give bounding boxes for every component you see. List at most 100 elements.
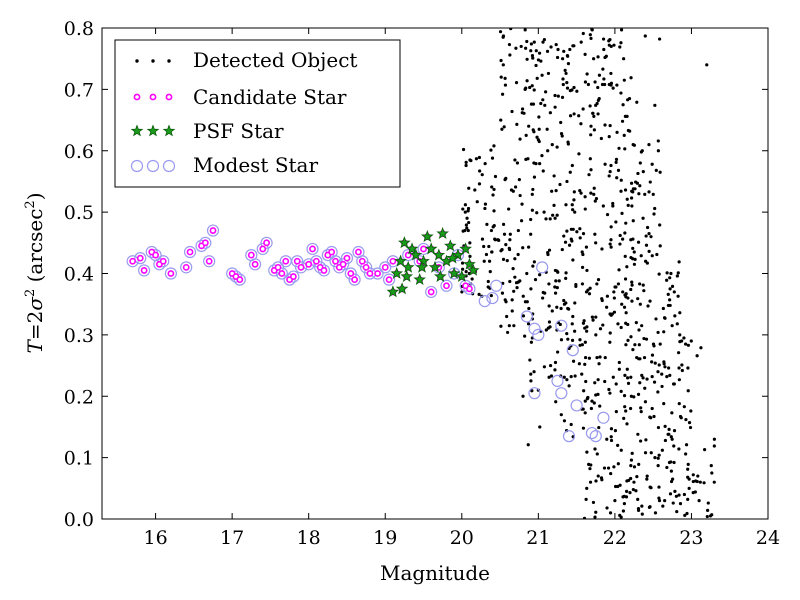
candidate-star-point: [343, 254, 351, 262]
psf-star-point: [398, 236, 411, 249]
y-axis-title: T=2σ2 (arcsec2): [23, 192, 47, 353]
detected-object-point: [637, 192, 641, 196]
detected-object-point: [598, 355, 602, 359]
detected-object-point: [678, 502, 683, 506]
detected-object-point: [623, 405, 627, 409]
candidate-star-point: [332, 257, 339, 265]
detected-object-point: [602, 466, 607, 470]
detected-object-point: [621, 237, 625, 241]
candidate-star-point: [182, 263, 190, 271]
detected-object-point: [562, 298, 566, 303]
detected-object-point: [587, 173, 591, 177]
candidate-star-point: [136, 254, 144, 262]
detected-object-point: [559, 131, 564, 136]
detected-object-point: [555, 213, 559, 217]
detected-object-point: [675, 322, 679, 326]
modest-star-point: [379, 261, 392, 274]
detected-object-point: [588, 157, 592, 161]
detected-object-point: [548, 363, 553, 368]
detected-object-point: [686, 467, 690, 471]
detected-object-point: [490, 250, 494, 254]
detected-object-point: [615, 176, 619, 180]
detected-object-point: [624, 292, 628, 296]
modest-star-point: [333, 261, 346, 274]
detected-object-point: [525, 57, 529, 61]
detected-object-point: [508, 238, 512, 242]
detected-object-point: [619, 28, 624, 32]
detected-object-point: [529, 217, 533, 222]
detected-object-point: [611, 375, 615, 379]
detected-object-point: [553, 360, 558, 365]
detected-object-point: [503, 83, 508, 87]
detected-object-point: [639, 439, 643, 443]
x-tick-label: 19: [373, 527, 397, 549]
candidate-star-point: [347, 270, 355, 277]
detected-object-point: [647, 249, 651, 254]
detected-object-point: [581, 252, 585, 257]
detected-object-point: [515, 161, 520, 165]
detected-object-point: [465, 226, 469, 230]
detected-object-point: [553, 216, 557, 220]
detected-object-point: [543, 103, 547, 107]
detected-object-point: [599, 136, 603, 141]
psf-star-point: [421, 230, 434, 243]
modest-star-point: [348, 273, 361, 286]
detected-object-point: [655, 252, 659, 257]
detected-object-point: [603, 123, 607, 127]
detected-object-point: [663, 424, 667, 428]
modest-star-point: [340, 252, 354, 265]
detected-object-point: [524, 133, 528, 138]
detected-object-point: [547, 375, 551, 379]
detected-object-point: [584, 379, 588, 384]
detected-object-point: [570, 322, 574, 326]
detected-object-point: [589, 36, 593, 41]
detected-object-point: [572, 112, 576, 116]
detected-object-point: [572, 85, 576, 90]
detected-object-point: [584, 245, 589, 249]
detected-object-point: [507, 247, 512, 252]
detected-object-point: [656, 456, 660, 460]
detected-object-point: [623, 373, 627, 377]
detected-object-point: [464, 270, 468, 274]
detected-object-point: [644, 234, 648, 238]
detected-object-point: [608, 331, 612, 335]
modest-star-point: [551, 374, 564, 388]
detected-object-point: [556, 350, 560, 354]
detected-object-point: [556, 94, 560, 98]
modest-star-point: [294, 261, 308, 274]
detected-object-point: [504, 176, 508, 180]
detected-object-point: [524, 46, 528, 50]
detected-object-point: [511, 266, 515, 271]
detected-object-point: [677, 378, 681, 382]
detected-object-point: [501, 257, 506, 261]
detected-object-point: [673, 314, 677, 318]
detected-object-point: [492, 209, 496, 213]
detected-object-point: [564, 71, 568, 76]
candidate-star-point: [305, 260, 313, 268]
detected-object-point: [595, 355, 599, 360]
detected-object-point: [613, 498, 617, 503]
candidate-star-point: [289, 273, 297, 280]
candidate-star-point: [366, 270, 374, 277]
detected-object-point: [595, 452, 599, 456]
detected-object-point: [467, 186, 471, 190]
detected-object-point: [653, 511, 658, 515]
candidate-star-point: [351, 276, 359, 284]
detected-object-point: [650, 406, 654, 411]
detected-object-point: [490, 156, 495, 160]
psf-star-point: [395, 282, 409, 295]
detected-object-point: [684, 342, 688, 346]
detected-object-point: [589, 124, 593, 128]
detected-object-point: [575, 230, 579, 234]
detected-object-point: [577, 152, 581, 156]
axis-ticks: 16 17 18 19 20 21 22 23 24 0.0 0.1 0.2 0.3 0.4 0.5 0.6 0…: [64, 18, 780, 549]
detected-object-point: [657, 485, 661, 489]
detected-object-point: [536, 58, 541, 62]
detected-object-point: [651, 342, 656, 346]
detected-object-point: [577, 362, 581, 366]
modest-star-point: [249, 258, 262, 271]
psf-star-point: [401, 260, 415, 273]
detected-object-point: [529, 102, 534, 106]
detected-object-point: [565, 378, 569, 382]
candidate-star-point: [274, 263, 282, 271]
